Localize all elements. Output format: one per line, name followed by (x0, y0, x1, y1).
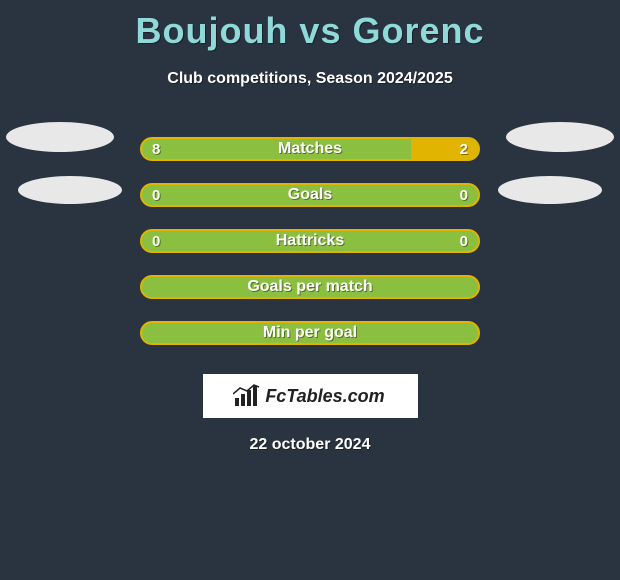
logo-text: FcTables.com (265, 386, 384, 407)
stat-row: Min per goal (0, 310, 620, 356)
stat-value-right: 0 (460, 185, 468, 205)
placeholder-ellipse (6, 122, 114, 152)
stat-row: Hattricks0 0 (0, 218, 620, 264)
stat-value-left: 8 (152, 139, 160, 159)
placeholder-ellipse (18, 176, 122, 204)
stat-value-left: 0 (152, 185, 160, 205)
stat-bar: Hattricks0 0 (140, 229, 480, 253)
stat-value-right: 2 (460, 139, 468, 159)
page-title: Boujouh vs Gorenc (0, 0, 620, 52)
stat-bar: Goals per match (140, 275, 480, 299)
stat-value-right: 0 (460, 231, 468, 251)
stat-row: Goals per match (0, 264, 620, 310)
stat-label: Goals (142, 185, 478, 205)
stat-label: Matches (142, 139, 478, 159)
stat-label: Goals per match (142, 277, 478, 297)
placeholder-ellipse (506, 122, 614, 152)
chart-icon (235, 386, 259, 406)
stat-bar: Matches8 2 (140, 137, 480, 161)
placeholder-ellipse (498, 176, 602, 204)
stat-value-left: 0 (152, 231, 160, 251)
stat-bar: Goals0 0 (140, 183, 480, 207)
stat-label: Min per goal (142, 323, 478, 343)
stat-rows: Matches82Goals00Hattricks00Goals per mat… (0, 126, 620, 356)
stat-bar: Min per goal (140, 321, 480, 345)
date-text: 22 october 2024 (0, 436, 620, 454)
stat-label: Hattricks (142, 231, 478, 251)
logo-box: FcTables.com (203, 374, 418, 418)
subtitle: Club competitions, Season 2024/2025 (0, 70, 620, 88)
